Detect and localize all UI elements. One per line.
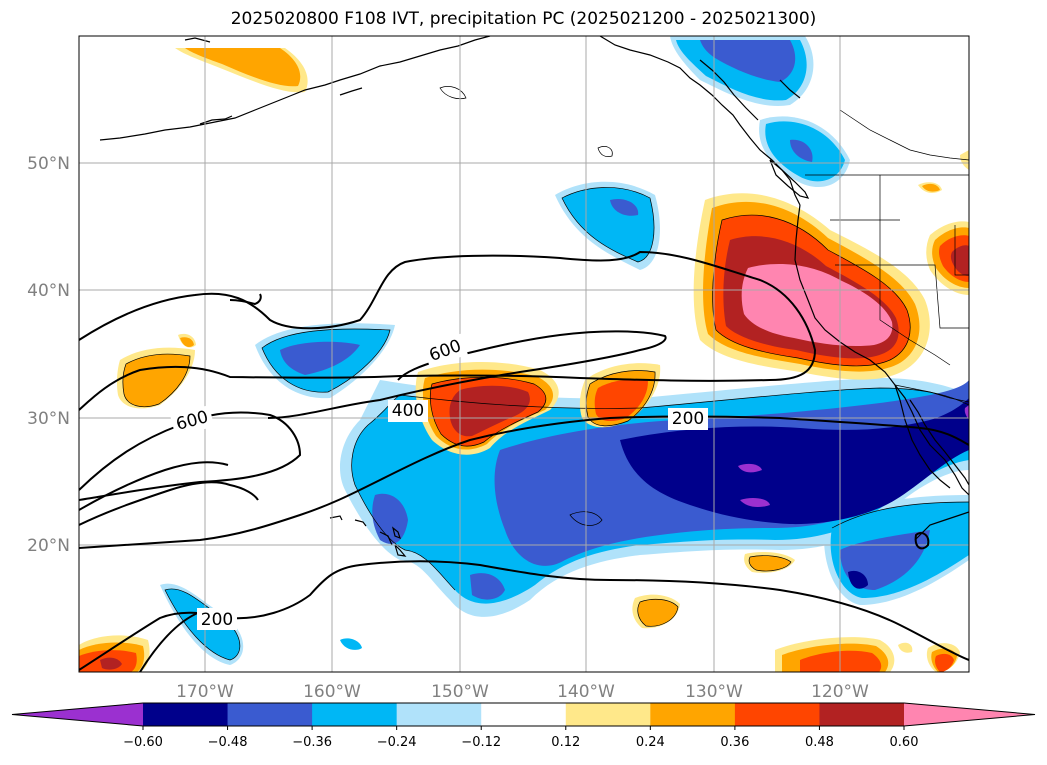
precip-contour-lines [122, 86, 969, 661]
colorbar-swatch [481, 703, 567, 726]
colorbar-extend-min [12, 703, 143, 726]
lat-label-20n: 20°N [27, 536, 70, 556]
colorbar-swatch [565, 703, 651, 726]
lat-lon-grid [79, 36, 969, 672]
colorbar-tick-label: −0.48 [208, 735, 248, 750]
colorbar-swatch [819, 703, 905, 726]
ivt-label-200-south: 200 [201, 610, 233, 630]
colorbar-tick-label: 0.36 [720, 735, 749, 750]
colorbar-swatch [143, 703, 229, 726]
map-frame [78, 35, 970, 673]
ivt-label-200-east: 200 [672, 409, 704, 429]
colorbar-swatch [396, 703, 482, 726]
colorbar-tick-label: 0.60 [890, 735, 919, 750]
colorbar-swatch [312, 703, 398, 726]
ivt-contour-400 [79, 411, 302, 501]
colorbar-tick-label: 0.48 [805, 735, 834, 750]
ivt-contour-labels: 600 600 400 200 200 [170, 333, 708, 630]
colorbar-swatch [650, 703, 736, 726]
map-title: 2025020800 F108 IVT, precipitation PC (2… [230, 9, 817, 29]
colorbar-tick-label: −0.60 [123, 735, 163, 750]
ivt-contours [79, 250, 969, 672]
colorbar-swatch [227, 703, 313, 726]
coastlines [99, 36, 969, 557]
lon-label-120w: 120°W [811, 682, 869, 702]
latitude-labels: 50°N 40°N 30°N 20°N [27, 154, 70, 556]
colorbar-tick-label: −0.36 [292, 735, 332, 750]
ivt-label-400: 400 [392, 401, 424, 421]
lon-label-170w: 170°W [176, 682, 234, 702]
lon-label-160w: 160°W [303, 682, 361, 702]
colorbar-tick-label: 0.24 [636, 735, 665, 750]
colorbar-extend-max [904, 703, 1035, 726]
political-borders [805, 36, 969, 403]
lon-label-140w: 140°W [557, 682, 615, 702]
ivt-contour-200-north [79, 250, 817, 411]
lat-label-30n: 30°N [27, 409, 70, 429]
lat-label-50n: 50°N [27, 154, 70, 174]
colorbar-swatch [734, 703, 820, 726]
lat-label-40n: 40°N [27, 281, 70, 301]
map-panel: 600 600 400 200 200 [79, 36, 969, 672]
colorbar-tick-label: 0.12 [551, 735, 580, 750]
ivt-contour-600 [79, 481, 259, 526]
lon-label-150w: 150°W [431, 682, 489, 702]
colorbar: −0.60 −0.48 −0.36 −0.24 −0.12 0.12 0.24 0.36 0.4… [11, 702, 1036, 750]
precip-negative-purple-fill [738, 405, 969, 508]
longitude-labels: 170°W 160°W 150°W 140°W 130°W 120°W [176, 682, 869, 702]
precip-positive-pink-fill [741, 264, 893, 347]
colorbar-tick-label: −0.24 [377, 735, 417, 750]
colorbar-tick-label: −0.12 [461, 735, 501, 750]
ivt-contour-200-middle [79, 415, 969, 549]
lon-label-130w: 130°W [685, 682, 743, 702]
